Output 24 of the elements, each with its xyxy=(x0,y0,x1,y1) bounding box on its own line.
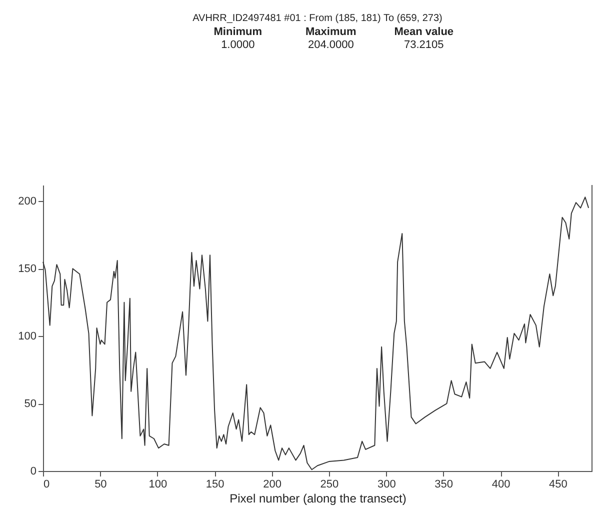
text: Minimum xyxy=(214,26,262,38)
x-tick-label: 300 xyxy=(377,478,396,490)
x-tick-label: 350 xyxy=(434,478,453,490)
x-tick-label: 200 xyxy=(263,478,282,490)
text: 204.0000 xyxy=(308,39,354,51)
text: Mean value xyxy=(394,26,454,38)
x-tick-label: 250 xyxy=(320,478,339,490)
x-tick-label: 400 xyxy=(492,478,510,490)
text: Maximum xyxy=(306,26,356,38)
y-tick-label: 0 xyxy=(30,466,36,478)
chart-title: AVHRR_ID2497481 #01 : From (185, 181) To (659, 273) xyxy=(192,13,442,24)
x-tick-label: 100 xyxy=(148,478,168,490)
y-tick-label: 200 xyxy=(18,196,36,208)
x-tick-label: 150 xyxy=(206,478,224,490)
x-tick-label: 0 xyxy=(44,478,50,490)
text: 1.0000 xyxy=(221,39,255,51)
x-tick-label: 450 xyxy=(549,478,568,490)
y-tick-label: 150 xyxy=(18,263,36,276)
y-tick-label: 50 xyxy=(24,398,36,410)
x-axis-title: Pixel number (along the transect) xyxy=(230,492,406,506)
y-tick-label: 100 xyxy=(18,330,36,343)
text: 73.2105 xyxy=(404,39,444,51)
x-tick-label: 50 xyxy=(94,478,107,490)
line-series xyxy=(42,196,590,470)
